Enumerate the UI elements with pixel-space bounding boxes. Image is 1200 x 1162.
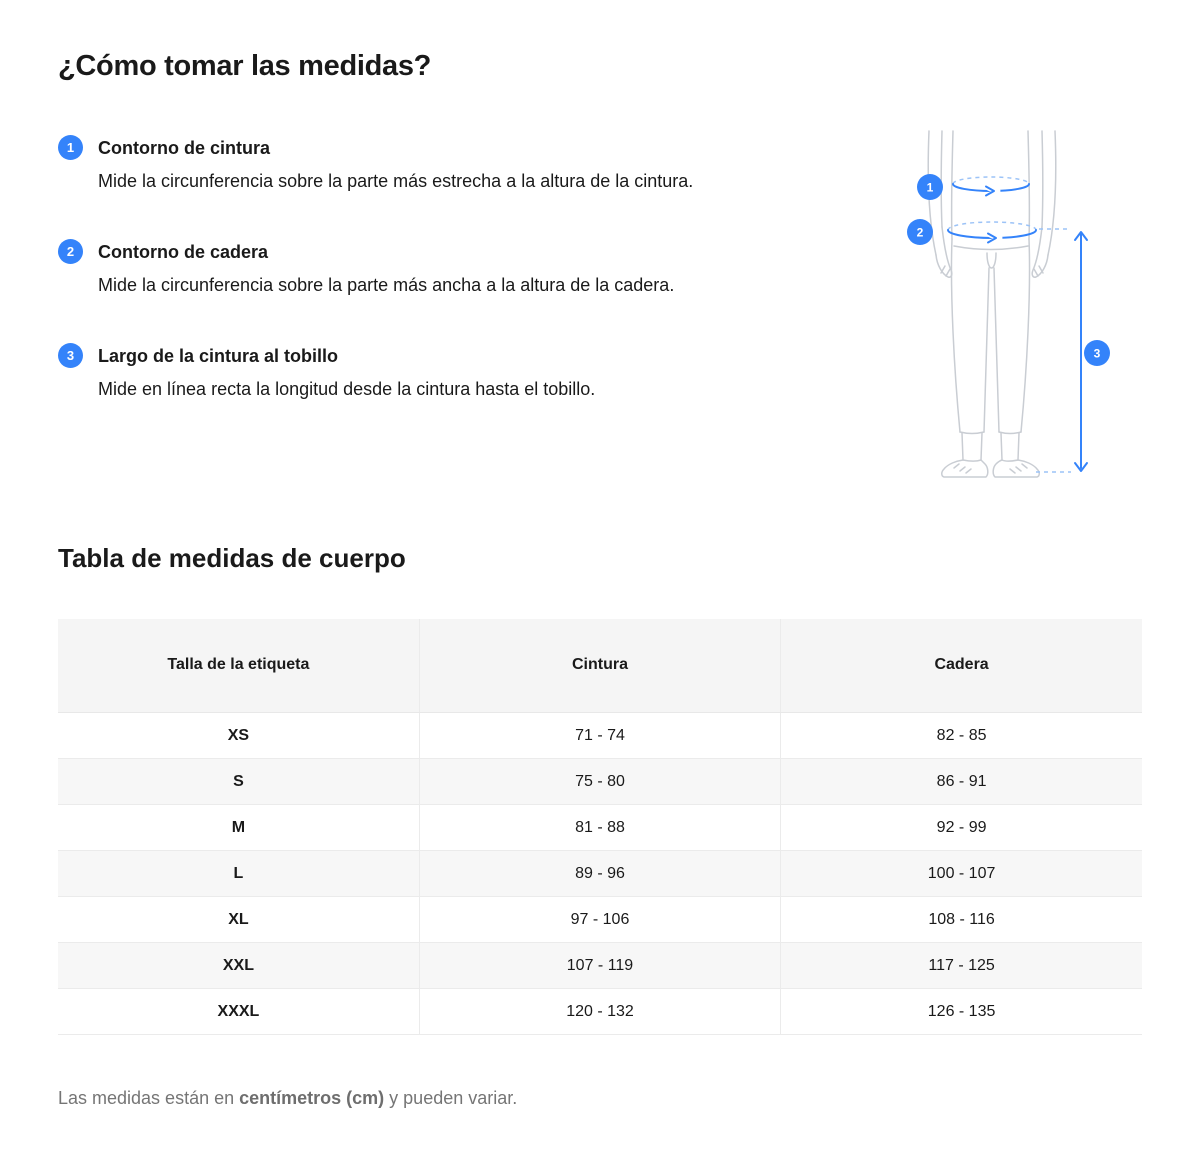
table-header-row: Talla de la etiqueta Cintura Cadera [58,618,1142,714]
instruction-waist: 1 Contorno de cintura Mide la circunfere… [58,135,803,195]
page-title: ¿Cómo tomar las medidas? [58,50,432,82]
diagram-marker-2: 2 [907,219,933,246]
waist-measure-indicator [952,176,1030,197]
step-2-badge: 2 [58,239,83,265]
size-guide-page: ¿Cómo tomar las medidas? 1 Contorno de c… [58,50,1142,1111]
table-header: Talla de la etiqueta Cintura Cadera [58,618,1142,714]
table-row-xl: XL 97 - 106 108 - 116 [58,896,1142,944]
units-footnote: Las medidas están en centímetros (cm) y … [58,1086,1142,1111]
hip-range: 126 - 135 [780,988,1142,1036]
waist-range: 81 - 88 [418,804,781,852]
instruction-waist-description: Mide la circunferencia sobre la parte má… [98,171,694,192]
instruction-hip-content: Contorno de cadera Mide la circunferenci… [98,239,674,299]
waist-range: 107 - 119 [418,942,781,990]
instruction-waist-content: Contorno de cintura Mide la circunferenc… [98,135,693,195]
hip-range: 100 - 107 [780,850,1142,898]
body-measurement-illustration: 1 2 3 [896,127,1116,502]
svg-text:3: 3 [1094,347,1101,361]
column-header-waist: Cintura [418,618,781,714]
hip-range: 86 - 91 [780,758,1142,806]
instruction-length-content: Largo de la cintura al tobillo Mide en l… [98,343,595,403]
instruction-length-title: Largo de la cintura al tobillo [98,346,339,367]
hip-range: 92 - 99 [780,804,1142,852]
hip-range: 117 - 125 [780,942,1142,990]
size-label: XXL [58,942,420,990]
svg-text:2: 2 [917,226,924,240]
instruction-waist-title: Contorno de cintura [98,138,270,159]
table-row-xxl: XXL 107 - 119 117 - 125 [58,942,1142,990]
svg-text:1: 1 [927,181,934,195]
hip-range: 108 - 116 [780,896,1142,944]
instructions-list: 1 Contorno de cintura Mide la circunfere… [58,135,803,403]
column-header-hip: Cadera [780,618,1142,714]
footnote-prefix: Las medidas están en [58,1088,240,1109]
waist-range: 75 - 80 [418,758,781,806]
size-label: XL [58,896,420,944]
instruction-hip-title: Contorno de cadera [98,242,269,263]
instruction-length-description: Mide en línea recta la longitud desde la… [98,379,596,400]
size-label: S [58,758,420,806]
diagram-marker-3: 3 [1084,340,1110,367]
hip-range: 82 - 85 [780,712,1142,760]
table-section-title: Tabla de medidas de cuerpo [58,543,406,574]
table-row-l: L 89 - 96 100 - 107 [58,850,1142,898]
instruction-length: 3 Largo de la cintura al tobillo Mide en… [58,343,803,403]
diagram-marker-1: 1 [917,174,943,201]
waist-range: 89 - 96 [418,850,781,898]
size-label: XXXL [58,988,420,1036]
instruction-hip: 2 Contorno de cadera Mide la circunferen… [58,239,803,299]
step-3-badge: 3 [58,343,83,369]
waist-range: 97 - 106 [418,896,781,944]
footnote-units: centímetros (cm) [239,1088,385,1109]
table-row-m: M 81 - 88 92 - 99 [58,804,1142,852]
how-to-measure-section: 1 Contorno de cintura Mide la circunfere… [58,130,1142,515]
body-measurements-table: Talla de la etiqueta Cintura Cadera XS 7… [58,618,1142,1036]
footnote-suffix: y pueden variar. [384,1088,518,1109]
size-label: XS [58,712,420,760]
waist-range: 71 - 74 [418,712,781,760]
size-label: M [58,804,420,852]
column-header-size: Talla de la etiqueta [58,618,420,714]
size-label: L [58,850,420,898]
instruction-hip-description: Mide la circunferencia sobre la parte má… [98,275,675,296]
step-1-badge: 1 [58,135,83,161]
table-body: XS 71 - 74 82 - 85 S 75 - 80 86 - 91 M 8… [58,712,1142,1036]
waist-range: 120 - 132 [418,988,781,1036]
length-measure-indicator [1036,228,1088,474]
table-row-xxxl: XXXL 120 - 132 126 - 135 [58,988,1142,1036]
hip-measure-indicator [947,221,1037,244]
table-row-xs: XS 71 - 74 82 - 85 [58,712,1142,760]
lower-body-figure-icon: 1 2 3 [907,130,1110,479]
table-row-s: S 75 - 80 86 - 91 [58,758,1142,806]
